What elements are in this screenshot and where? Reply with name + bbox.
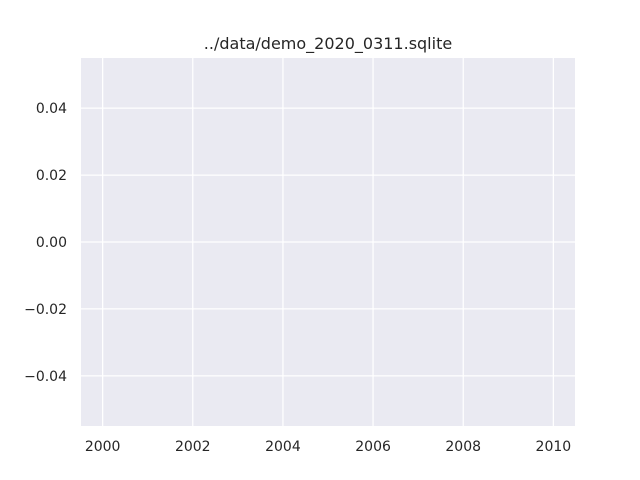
x-tick-label: 2000 <box>85 439 121 455</box>
y-tick-label: −0.02 <box>24 302 67 318</box>
grid-lines <box>81 58 575 426</box>
x-tick-label: 2004 <box>265 439 301 455</box>
x-tick-label: 2008 <box>445 439 481 455</box>
chart-title: ../data/demo_2020_0311.sqlite <box>204 34 452 54</box>
x-tick-label: 2002 <box>175 439 211 455</box>
x-tick-label: 2006 <box>355 439 391 455</box>
y-tick-label: 0.04 <box>36 101 67 117</box>
x-tick-label: 2010 <box>536 439 572 455</box>
y-tick-label: −0.04 <box>24 369 67 385</box>
y-tick-label: 0.02 <box>36 168 67 184</box>
tick-labels: 2000 2002 2004 2006 2008 2010 0.04 0.02 0.00 −0.0… <box>24 101 571 455</box>
y-tick-label: 0.00 <box>36 235 67 251</box>
